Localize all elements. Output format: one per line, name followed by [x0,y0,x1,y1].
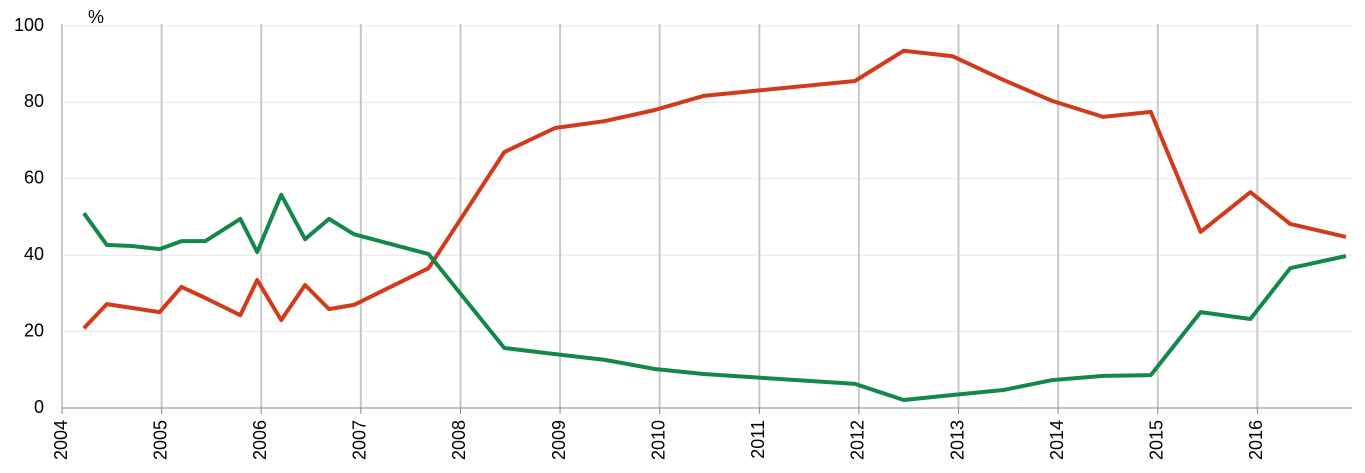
y-tick-label: 80 [24,91,44,111]
y-tick-label: 100 [14,15,44,35]
y-tick-label: 20 [24,320,44,340]
x-tick-label: 2015 [1147,420,1167,460]
x-tick-label: 2011 [748,420,768,459]
x-tick-label: 2009 [549,420,569,460]
x-tick-label: 2007 [350,420,370,460]
x-tick-label: 2006 [250,420,270,460]
x-tick-label: 2004 [51,420,71,460]
x-tick-label: 2008 [449,420,469,460]
x-tick-label: 2013 [947,420,967,460]
y-unit: % [88,7,104,27]
x-tick-label: 2016 [1246,420,1266,460]
series-line [82,192,1347,402]
y-tick-label: 40 [24,244,44,264]
y-tick-label: 60 [24,168,44,188]
x-tick-label: 2012 [848,420,868,460]
y-tick-label: 0 [34,397,44,417]
x-tick-label: 2014 [1047,420,1067,460]
x-tick-label: 2005 [150,420,170,460]
series-line [82,48,1347,330]
x-tick-label: 2010 [648,420,668,460]
